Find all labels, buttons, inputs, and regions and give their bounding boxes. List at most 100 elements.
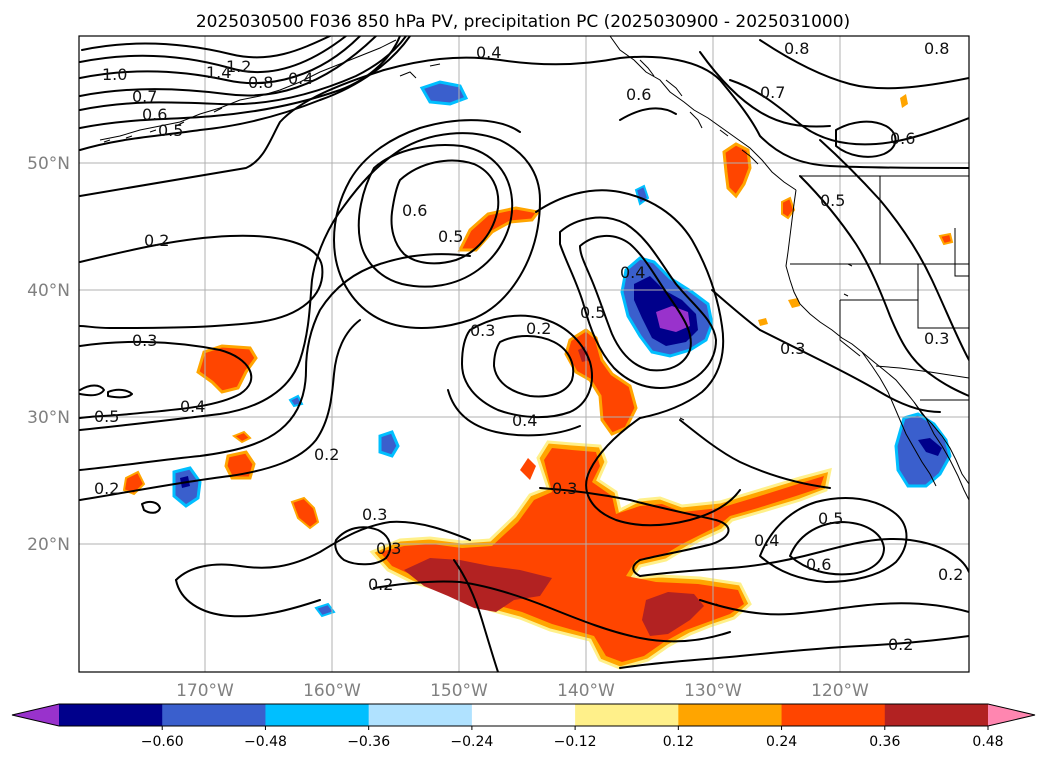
contour-label: 0.4 xyxy=(512,411,537,430)
contour-label: 0.3 xyxy=(780,339,805,358)
precip-region-canada-tiny xyxy=(900,94,908,108)
coastline-bc-islands xyxy=(639,59,759,165)
colorbar: −0.60 −0.48 −0.36 −0.24 −0.12 0.12 0.24 0.36 0.4… xyxy=(11,703,1036,750)
contour-label: 0.2 xyxy=(94,479,119,498)
contour-line xyxy=(535,189,725,419)
coastline-alaska-islands xyxy=(103,63,441,143)
precip-region-calif-2 xyxy=(758,318,768,326)
contour-label: 0.8 xyxy=(924,39,949,58)
contour-label: 0.7 xyxy=(132,87,157,106)
colorbar-swatch xyxy=(575,704,679,726)
contour-line xyxy=(729,79,969,146)
lon-label-130w: 130°W xyxy=(684,681,742,701)
contour-label: 0.4 xyxy=(754,531,779,550)
contour-line xyxy=(334,526,392,566)
contour-label: 1.4 xyxy=(206,63,231,82)
contour-label: 0.3 xyxy=(132,331,157,350)
contour-line xyxy=(79,36,407,111)
precip-neg-region-gulf-alaska xyxy=(419,80,469,106)
precip-region-central-pink xyxy=(520,458,536,480)
longitude-labels: 170°W 160°W 150°W 140°W 130°W 120°W xyxy=(176,681,869,701)
contour-line xyxy=(759,39,969,90)
colorbar-tick-label: 0.36 xyxy=(869,734,900,750)
contour-labels: 1.0 1.4 1.2 0.8 0.4 0.7 0.6 0.5 0.4 0.6 … xyxy=(94,39,963,654)
precip-neg-region-main-center xyxy=(656,306,690,332)
precip-region-coast-wa xyxy=(781,196,796,220)
contour-label: 0.7 xyxy=(760,83,785,102)
lon-label-140w: 140°W xyxy=(557,681,615,701)
lat-label-30n: 30°N xyxy=(27,408,70,428)
contour-line xyxy=(447,389,581,437)
precip-region-calif-1 xyxy=(788,298,800,308)
coastline-baja xyxy=(861,351,937,487)
contour-label: 0.5 xyxy=(580,303,605,322)
contour-line xyxy=(559,216,717,389)
contour-line xyxy=(699,51,831,128)
contour-line xyxy=(453,559,499,672)
contour-line xyxy=(79,36,361,85)
precip-region-mid-core xyxy=(578,346,590,362)
colorbar-swatch xyxy=(678,704,783,726)
lat-label-40n: 40°N xyxy=(27,281,70,301)
colorbar-tick-label: 0.12 xyxy=(663,734,694,750)
coastlines xyxy=(99,36,969,607)
contour-line xyxy=(79,253,471,471)
contour-line xyxy=(79,384,105,397)
colorbar-swatch xyxy=(368,704,473,726)
contour-line xyxy=(835,120,897,158)
precip-neg-region-south xyxy=(314,602,336,618)
contour-label: 0.2 xyxy=(888,635,913,654)
contour-label: 0.8 xyxy=(248,73,273,92)
contour-label: 0.5 xyxy=(158,121,183,140)
contour-line xyxy=(107,388,133,399)
contour-label: 0.2 xyxy=(938,565,963,584)
contour-line xyxy=(619,635,969,669)
contour-line xyxy=(579,235,692,372)
coastline-panhandle xyxy=(609,36,797,191)
contour-label: 0.2 xyxy=(526,319,551,338)
precip-region-west-tiny-1 xyxy=(231,430,252,444)
colorbar-swatch xyxy=(471,704,576,726)
contour-line xyxy=(141,500,161,514)
coastline-alaska xyxy=(99,39,397,141)
colorbar-swatch xyxy=(162,704,266,726)
contour-line xyxy=(699,599,969,616)
lat-label-50n: 50°N xyxy=(27,154,70,174)
contour-line xyxy=(81,36,331,59)
contour-label: 0.8 xyxy=(784,39,809,58)
coastline-west-coast xyxy=(785,189,969,485)
contour-label: 0.6 xyxy=(890,129,915,148)
lon-label-120w: 120°W xyxy=(811,681,869,701)
contour-line xyxy=(585,417,741,527)
contour-label: 0.5 xyxy=(820,191,845,210)
contour-line xyxy=(759,497,908,583)
contour-line xyxy=(79,36,347,73)
contour-label: 0.4 xyxy=(288,69,313,88)
contour-label: 0.3 xyxy=(552,479,577,498)
precip-neg-region-west-1 xyxy=(172,466,202,508)
contour-label: 0.5 xyxy=(438,227,463,246)
precip-neg-region-baja-core xyxy=(918,438,942,456)
colorbar-tick-label: −0.36 xyxy=(347,734,390,750)
lon-label-160w: 160°W xyxy=(303,681,361,701)
contour-label: 0.2 xyxy=(144,231,169,250)
contour-line xyxy=(759,329,941,413)
lon-label-170w: 170°W xyxy=(176,681,234,701)
contour-label: 0.2 xyxy=(314,445,339,464)
colorbar-swatch xyxy=(884,704,989,726)
colorbar-tick-label: 0.24 xyxy=(766,734,797,750)
contour-label: 1.0 xyxy=(102,65,127,84)
colorbar-outline xyxy=(11,703,1036,727)
contour-line xyxy=(79,36,401,129)
contour-line xyxy=(175,579,321,618)
contour-line xyxy=(79,234,324,329)
contour-line xyxy=(619,107,677,121)
contour-line xyxy=(373,580,731,643)
coastline-mexico xyxy=(913,401,969,501)
contour-line xyxy=(539,487,730,577)
colorbar-swatch xyxy=(781,704,886,726)
precip-region-north-central xyxy=(457,206,541,252)
contour-line xyxy=(390,159,500,265)
precip-region-central-core-east xyxy=(642,592,704,636)
